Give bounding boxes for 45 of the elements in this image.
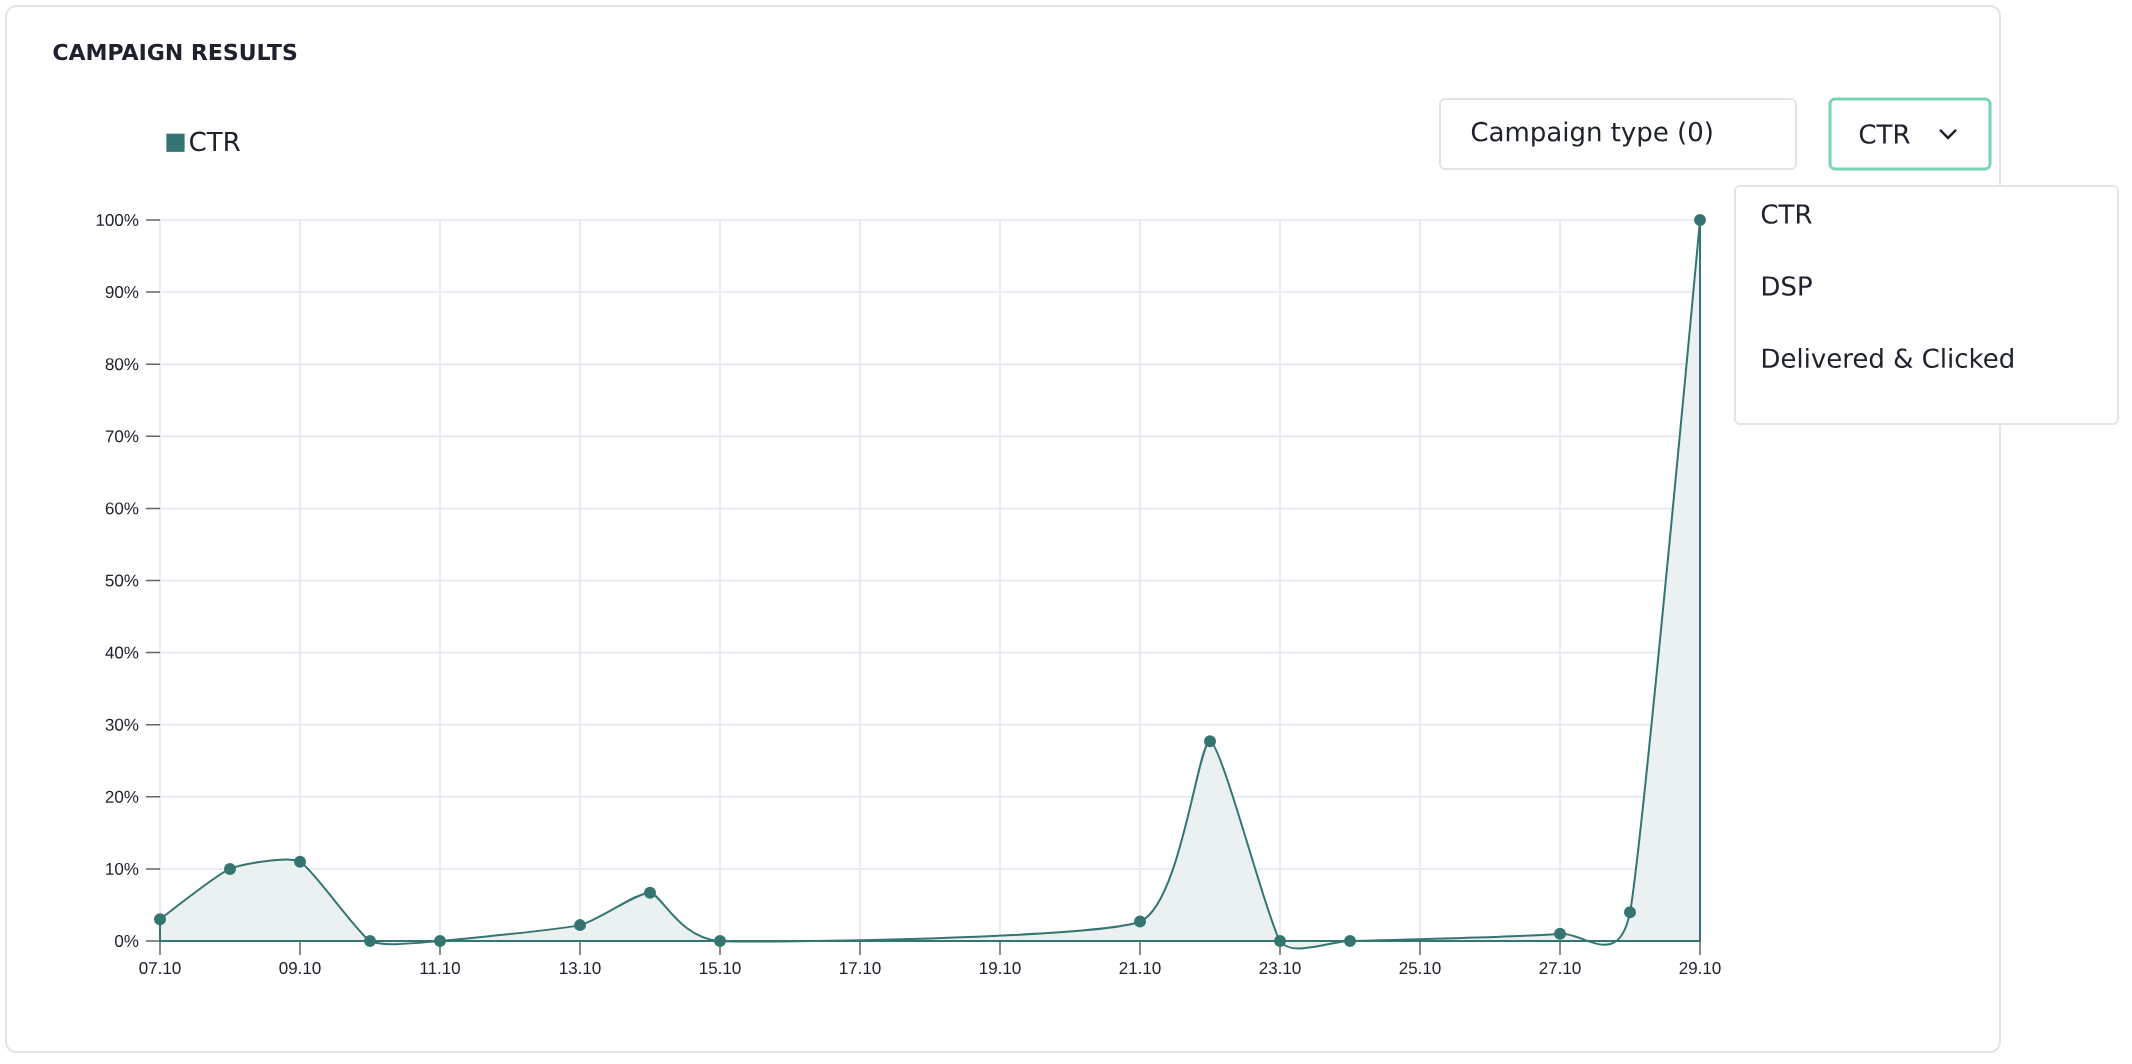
point xyxy=(294,855,307,868)
y-tick-label: 90% xyxy=(105,286,139,299)
text: CTR xyxy=(1761,204,1812,224)
x-tick-label: 23.10 xyxy=(1259,962,1301,975)
point xyxy=(1204,735,1217,748)
x-tick-label: 09.10 xyxy=(279,962,321,975)
point xyxy=(644,886,657,899)
text: CTR xyxy=(1859,124,1910,144)
text: Campaign type (0) xyxy=(1471,121,1712,147)
y-tick-label: 30% xyxy=(105,718,139,731)
x-tick-label: 07.10 xyxy=(139,962,181,975)
point xyxy=(1344,934,1357,947)
y-tick-label: 100% xyxy=(96,213,139,226)
point xyxy=(1274,934,1287,947)
y-tick-label: 0% xyxy=(115,934,139,947)
x-tick-label: 15.10 xyxy=(700,962,741,975)
legend-label: CTR xyxy=(190,131,240,152)
x-tick-label: 29.10 xyxy=(1679,962,1721,975)
y-tick-label: 40% xyxy=(105,646,139,659)
point xyxy=(1624,906,1637,919)
chart-title: CAMPAIGN RESULTS xyxy=(53,43,297,61)
y-tick-label: 10% xyxy=(106,862,139,875)
point xyxy=(154,913,167,926)
y-tick-label: 20% xyxy=(105,790,139,803)
point xyxy=(224,862,237,875)
point xyxy=(1554,927,1567,940)
x-tick-label: 21.10 xyxy=(1119,962,1161,975)
x-tick-label: 19.10 xyxy=(980,962,1021,975)
y-tick-label: 80% xyxy=(105,358,139,371)
y-tick-label: 60% xyxy=(105,502,139,515)
text: DSP xyxy=(1762,276,1812,296)
y-tick-label: 70% xyxy=(105,430,139,443)
text: Delivered & Clicked xyxy=(1762,347,2013,369)
point xyxy=(364,934,377,947)
x-tick-label: 25.10 xyxy=(1399,962,1441,975)
point xyxy=(434,934,447,947)
point xyxy=(1134,915,1147,928)
point xyxy=(574,919,587,932)
x-tick-label: 13.10 xyxy=(560,962,601,975)
x-tick-label: 27.10 xyxy=(1539,962,1581,975)
x-tick-label: 17.10 xyxy=(840,962,881,975)
y-tick-label: 50% xyxy=(105,574,139,587)
point xyxy=(714,934,727,947)
x-tick-label: 11.10 xyxy=(420,962,460,975)
point xyxy=(1694,213,1707,226)
